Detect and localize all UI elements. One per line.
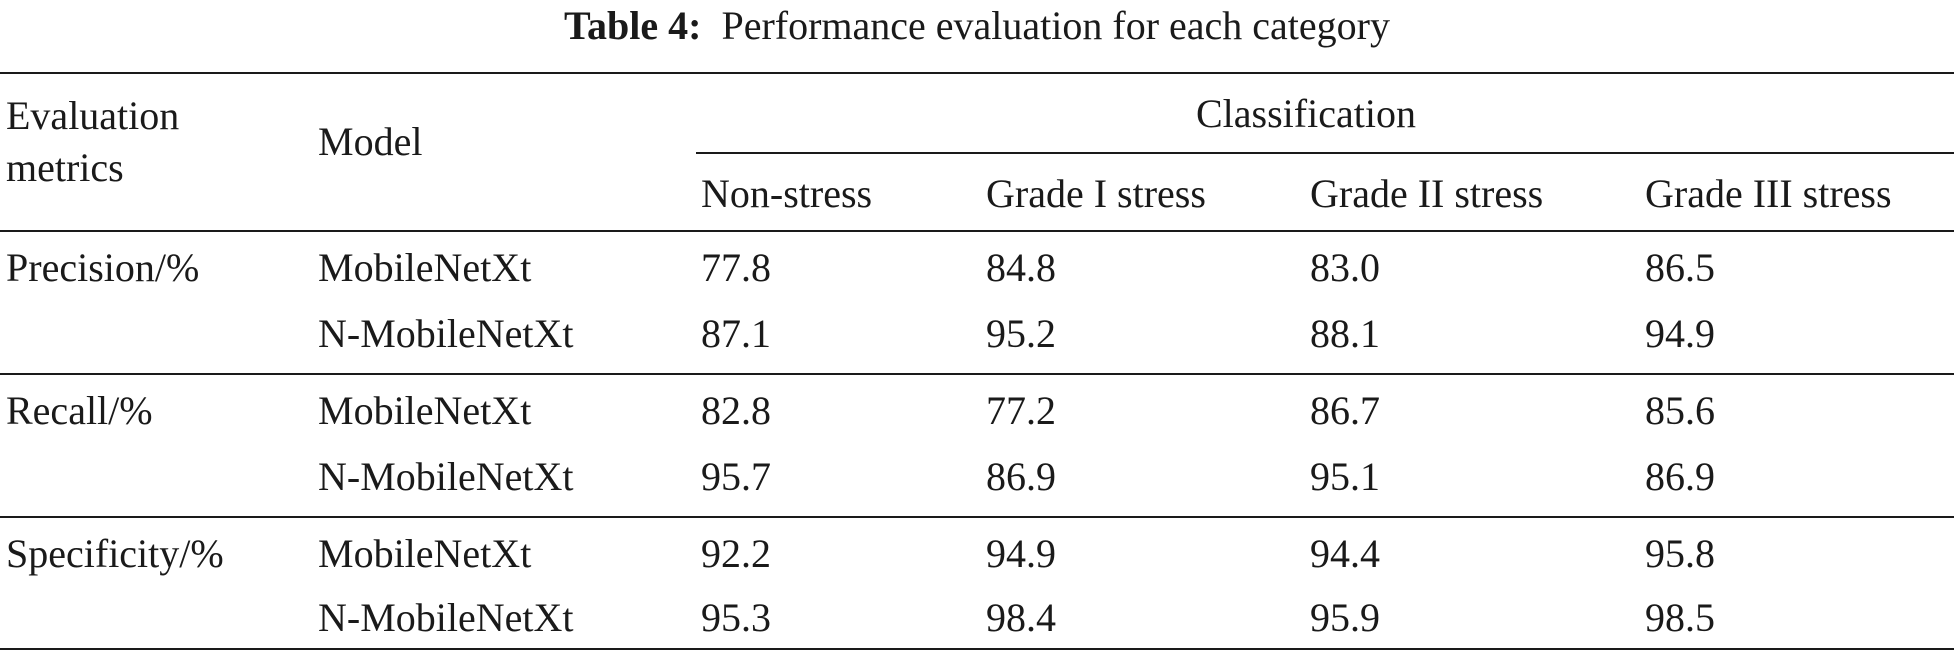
value-cell: 77.8: [701, 245, 771, 290]
model-name: MobileNetXt: [318, 388, 532, 433]
header-classification: Classification: [1196, 91, 1416, 136]
value-cell: 94.9: [1645, 311, 1715, 356]
table-caption-label: Table 4:: [564, 3, 702, 48]
value-cell: 94.4: [1310, 531, 1380, 576]
value-cell: 77.2: [986, 388, 1056, 433]
top-rule: [0, 72, 1954, 74]
value-cell: 95.7: [701, 454, 771, 499]
header-metric-line1: Evaluation: [6, 93, 180, 138]
value-cell: 82.8: [701, 388, 771, 433]
value-cell: 98.4: [986, 595, 1056, 640]
group-rule: [0, 373, 1954, 375]
model-name: N-MobileNetXt: [318, 311, 574, 356]
value-cell: 95.3: [701, 595, 771, 640]
header-rule: [0, 230, 1954, 232]
metric-label: Precision/%: [6, 245, 200, 290]
group-rule: [0, 516, 1954, 518]
model-name: MobileNetXt: [318, 245, 532, 290]
value-cell: 95.1: [1310, 454, 1380, 499]
value-cell: 84.8: [986, 245, 1056, 290]
value-cell: 86.9: [1645, 454, 1715, 499]
value-cell: 86.7: [1310, 388, 1380, 433]
value-cell: 94.9: [986, 531, 1056, 576]
metric-label: Specificity/%: [6, 531, 224, 576]
value-cell: 88.1: [1310, 311, 1380, 356]
model-name: N-MobileNetXt: [318, 595, 574, 640]
value-cell: 95.2: [986, 311, 1056, 356]
value-cell: 92.2: [701, 531, 771, 576]
value-cell: 87.1: [701, 311, 771, 356]
value-cell: 83.0: [1310, 245, 1380, 290]
header-metric-line2: metrics: [6, 145, 124, 190]
header-column-grade-iii: Grade III stress: [1645, 171, 1892, 216]
header-column-non-stress: Non-stress: [701, 171, 873, 216]
metric-label: Recall/%: [6, 388, 153, 433]
table-caption-text: Performance evaluation for each category: [721, 3, 1390, 48]
model-name: MobileNetXt: [318, 531, 532, 576]
classification-rule: [696, 152, 1954, 154]
model-name: N-MobileNetXt: [318, 454, 574, 499]
header-model: Model: [318, 119, 423, 164]
header-column-grade-ii: Grade II stress: [1310, 171, 1544, 216]
value-cell: 86.9: [986, 454, 1056, 499]
value-cell: 86.5: [1645, 245, 1715, 290]
value-cell: 98.5: [1645, 595, 1715, 640]
table-caption: Table 4: Performance evaluation for each…: [0, 0, 1954, 52]
value-cell: 95.8: [1645, 531, 1715, 576]
header-column-grade-i: Grade I stress: [986, 171, 1206, 216]
value-cell: 95.9: [1310, 595, 1380, 640]
value-cell: 85.6: [1645, 388, 1715, 433]
bottom-rule: [0, 648, 1954, 650]
